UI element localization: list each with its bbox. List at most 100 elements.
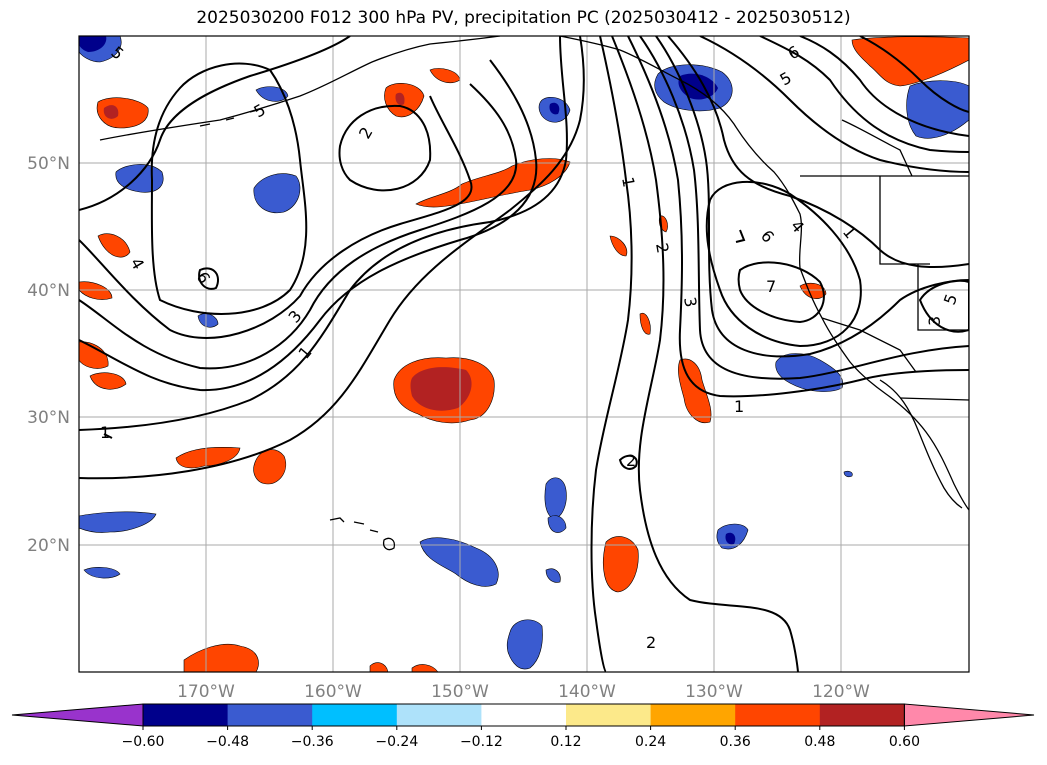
contour-label: 7 [766, 277, 776, 296]
pv-contour [667, 36, 969, 269]
contour-label: 1 [618, 175, 638, 188]
pv-contour [759, 36, 969, 153]
pv-contour [655, 36, 969, 358]
precip-positive-core [410, 367, 472, 411]
lon-label: 120°W [812, 682, 870, 702]
pv-contour [79, 36, 585, 480]
precip-positive-blob [97, 233, 131, 258]
pv-contour [338, 104, 432, 192]
precip-negative-core [549, 102, 560, 115]
pv-contour [627, 36, 969, 398]
islands [369, 529, 379, 533]
pv-contour [79, 83, 518, 370]
precip-negative-blob [544, 477, 567, 519]
colorbar-segment [312, 704, 398, 726]
colorbar-tick-label: −0.48 [206, 734, 249, 750]
pv-contour [79, 36, 568, 431]
contour-label: 1 [734, 397, 744, 416]
colorbar-tick-label: 0.36 [720, 734, 751, 750]
colorbar-extend-high [903, 703, 1035, 727]
lat-label: 30°N [27, 408, 70, 428]
colorbar-segment [819, 704, 905, 726]
precip-positive-blob [411, 664, 439, 672]
precip-negative-core [725, 532, 736, 545]
lon-labels: 170°W 160°W 150°W 140°W 130°W 120°W [177, 682, 870, 702]
precip-negative-blob [79, 511, 157, 533]
pv-contour [618, 454, 638, 470]
pv-contours [79, 36, 969, 672]
pv-contour [590, 36, 633, 672]
state-border [879, 176, 930, 265]
precip-positive-blob [603, 536, 639, 593]
contour-label: 2 [646, 633, 656, 652]
lon-label: 150°W [431, 682, 489, 702]
pv-contour [79, 36, 351, 211]
pv-contour [639, 36, 969, 380]
lat-label: 50°N [27, 154, 70, 174]
baja-coast [879, 379, 963, 509]
precip-negative-blob [255, 86, 289, 102]
lon-label: 160°W [304, 682, 362, 702]
colorbar-segment [650, 704, 736, 726]
pv-contour [150, 62, 308, 315]
colorbar-tick-label: 0.12 [550, 734, 581, 750]
precip-positive-blob [79, 341, 109, 369]
pv-contour [103, 433, 113, 439]
aleutian-islands [199, 109, 259, 127]
contour-label: 2 [626, 451, 636, 470]
lat-label: 40°N [27, 281, 70, 301]
precip-positive-blob [415, 158, 571, 208]
map-border [78, 35, 970, 673]
map-area [79, 36, 969, 672]
contour-label: 2 [652, 241, 672, 254]
colorbar-tick-label: −0.24 [375, 734, 418, 750]
pv-contour [859, 36, 969, 113]
colorbar: −0.60 −0.48 −0.36 −0.24 −0.12 0.12 0.24 0.36 0.4… [11, 703, 1035, 750]
pv-contour [799, 36, 969, 137]
lon-label: 130°W [685, 682, 743, 702]
islands [329, 517, 345, 523]
precip-negative-blob [547, 515, 567, 533]
mexico-border [899, 397, 969, 401]
colorbar-tick-label: 0.60 [889, 734, 920, 750]
pv-contour [198, 267, 219, 290]
precip-negative-blob [545, 568, 561, 583]
precip-negative-core [79, 36, 107, 52]
colorbar-segment [481, 704, 567, 726]
pv-contour [705, 181, 862, 348]
colorbar-segment [227, 704, 313, 726]
lat-labels: 50°N 40°N 30°N 20°N [27, 154, 70, 556]
precip-positive-blob [79, 281, 113, 300]
alaska-coast [99, 36, 501, 141]
precip-negative-blob [253, 173, 301, 214]
lon-label: 170°W [177, 682, 235, 702]
colorbar-segment [566, 704, 652, 726]
precip-negative-blob [906, 80, 969, 139]
precip-negative-blob [506, 619, 543, 670]
pv-contour [735, 229, 746, 243]
pv-contour [611, 36, 799, 672]
pv-contour [79, 95, 473, 339]
contour-label: 3 [925, 316, 944, 326]
colorbar-tick-label: 0.24 [635, 734, 666, 750]
pv-contour [737, 261, 825, 324]
map-title: 2025030200 F012 300 hPa PV, precipitatio… [196, 8, 851, 28]
contour-label: 1 [100, 423, 110, 442]
colorbar-frame [142, 703, 905, 727]
islands [382, 537, 396, 551]
colorbar-segment [396, 704, 482, 726]
lat-label: 20°N [27, 536, 70, 556]
precip-negative-blob [419, 537, 499, 587]
colorbar-tick-label: 0.48 [804, 734, 835, 750]
pv-contour [79, 59, 538, 392]
pv-contour [918, 279, 969, 333]
precip-positive-blob [799, 282, 827, 299]
colorbar-segment [143, 704, 229, 726]
colorbar-tick-label: −0.12 [460, 734, 503, 750]
precip-positive-blob [89, 372, 127, 390]
islands [353, 521, 365, 525]
precip-positive-blob [639, 312, 651, 335]
colorbar-tick-label: −0.36 [291, 734, 334, 750]
colorbar-segment [735, 704, 821, 726]
